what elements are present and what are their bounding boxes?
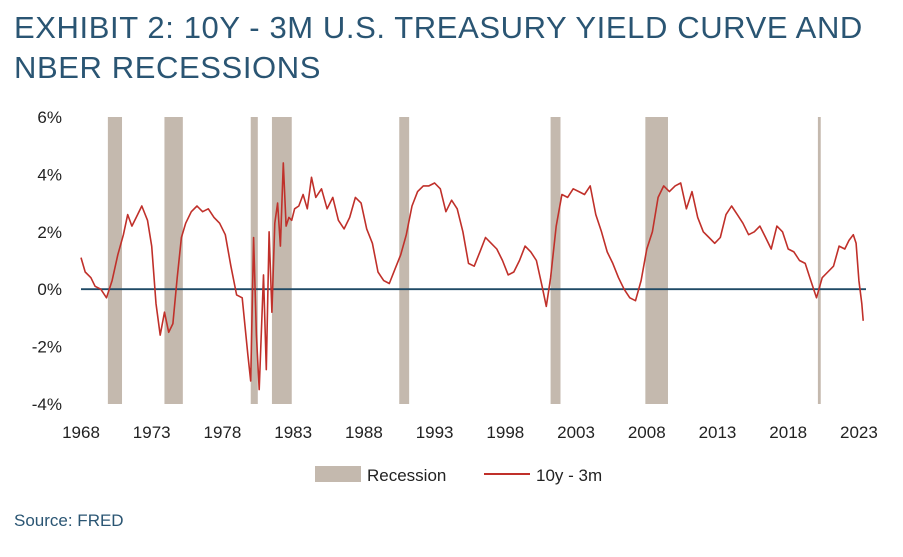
x-tick-label: 1993	[416, 423, 454, 442]
y-tick-label: 0%	[37, 280, 62, 299]
y-tick-label: 2%	[37, 223, 62, 242]
chart-title: EXHIBIT 2: 10Y - 3M U.S. TREASURY YIELD …	[14, 10, 863, 85]
x-tick-label: 2023	[840, 423, 878, 442]
series-line-10y-3m	[80, 162, 864, 391]
x-tick-label: 2013	[699, 423, 737, 442]
x-tick-label: 2003	[557, 423, 595, 442]
y-tick-label: 6%	[37, 108, 62, 127]
y-tick-label: -2%	[32, 338, 62, 357]
legend: Recession 10y - 3m	[315, 466, 602, 485]
x-tick-label: 1973	[133, 423, 171, 442]
source-note: Source: FRED	[14, 511, 124, 530]
recession-band	[271, 117, 292, 404]
y-tick-label: 4%	[37, 165, 62, 184]
x-tick-label: 1968	[62, 423, 100, 442]
recession-band	[817, 117, 821, 404]
x-axis-ticks: 1968 1973 1978 1983 1988 1993 1998 2003 2008 2013…	[62, 423, 878, 442]
x-tick-label: 1978	[204, 423, 242, 442]
x-tick-label: 2018	[769, 423, 807, 442]
y-axis-ticks: -4% -2% 0% 2% 4% 6%	[32, 108, 62, 414]
x-tick-label: 1988	[345, 423, 383, 442]
recession-band	[550, 117, 561, 404]
recession-band	[645, 117, 668, 404]
legend-label-recession: Recession	[367, 466, 446, 485]
recession-band	[399, 117, 410, 404]
x-tick-label: 1998	[486, 423, 524, 442]
legend-swatch-recession	[315, 466, 361, 482]
recession-band	[164, 117, 183, 404]
x-tick-label: 2008	[628, 423, 666, 442]
recession-band	[107, 117, 123, 404]
recession-bands	[107, 117, 821, 404]
y-tick-label: -4%	[32, 395, 62, 414]
x-tick-label: 1983	[274, 423, 312, 442]
legend-label-10y-3m: 10y - 3m	[536, 466, 602, 485]
